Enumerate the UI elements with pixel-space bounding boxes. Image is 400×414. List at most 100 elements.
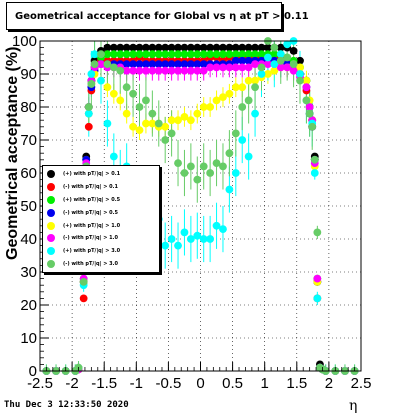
data-point xyxy=(264,43,272,52)
data-point xyxy=(231,56,240,65)
data-point xyxy=(180,228,189,237)
data-point xyxy=(276,56,285,65)
legend-marker xyxy=(47,170,55,179)
data-point xyxy=(257,50,266,59)
x-tick-label: 1 xyxy=(261,375,269,392)
data-point xyxy=(206,235,215,243)
data-point xyxy=(193,109,202,118)
data-point xyxy=(180,113,189,121)
data-point xyxy=(103,60,112,68)
data-point xyxy=(219,43,227,52)
legend-label: (+) with pT/|q| > 3.0 xyxy=(63,248,121,255)
data-point xyxy=(264,60,272,68)
data-point xyxy=(167,116,176,125)
x-tick-label: 1.5 xyxy=(286,375,307,392)
data-point xyxy=(122,83,131,92)
data-point xyxy=(276,50,285,59)
data-point xyxy=(219,63,227,72)
data-point xyxy=(225,50,234,59)
data-point xyxy=(238,136,247,144)
data-point xyxy=(167,60,176,68)
data-point xyxy=(167,129,176,138)
data-point xyxy=(276,63,285,72)
data-point xyxy=(84,109,93,118)
data-point xyxy=(257,43,266,52)
data-point xyxy=(305,103,314,111)
legend-entry: (-) with pT/|q| > 0.5 xyxy=(47,206,159,219)
data-point xyxy=(193,66,202,75)
data-point xyxy=(97,60,105,68)
x-tick-label: -2.5 xyxy=(27,375,53,392)
data-point xyxy=(161,43,170,52)
legend-marker xyxy=(47,259,55,268)
data-point xyxy=(193,231,202,240)
y-tick-label: 10 xyxy=(20,330,37,347)
data-point xyxy=(283,40,292,49)
legend-entry: (+) with pT/|q| > 0.5 xyxy=(47,194,159,207)
data-point xyxy=(148,109,157,118)
data-point xyxy=(161,66,170,75)
data-point xyxy=(206,50,215,59)
data-point xyxy=(238,50,247,59)
data-point xyxy=(251,109,259,118)
data-point xyxy=(212,63,221,72)
data-point xyxy=(116,66,125,75)
data-point xyxy=(148,119,157,128)
data-point xyxy=(154,50,163,59)
data-point xyxy=(135,126,144,134)
data-point xyxy=(142,60,150,68)
data-point xyxy=(129,66,137,75)
data-point xyxy=(251,83,259,92)
data-point xyxy=(109,43,118,52)
data-point xyxy=(174,66,182,75)
data-point xyxy=(251,60,259,68)
data-point xyxy=(122,109,131,118)
legend: (+) with pT/|q| > 0.1 (-) with pT/|q| > 0… xyxy=(42,165,160,273)
data-point xyxy=(90,50,99,59)
data-point xyxy=(199,66,208,75)
data-point xyxy=(180,169,189,177)
data-point xyxy=(154,60,163,68)
data-point xyxy=(199,235,208,243)
legend-label: (+) with pT/|q| > 0.5 xyxy=(63,196,121,203)
data-point xyxy=(116,50,125,59)
data-point xyxy=(129,50,137,59)
data-point xyxy=(103,83,112,92)
timestamp: Thu Dec 3 12:33:50 2020 xyxy=(4,400,129,410)
data-point xyxy=(186,162,195,171)
data-point xyxy=(238,63,247,72)
legend-marker xyxy=(47,208,55,217)
data-point xyxy=(167,66,176,75)
data-point xyxy=(206,103,215,111)
data-point xyxy=(161,50,170,59)
data-point xyxy=(103,50,112,59)
data-point xyxy=(84,122,93,131)
data-point xyxy=(199,43,208,52)
data-point xyxy=(174,159,182,168)
data-point xyxy=(257,63,266,72)
data-point xyxy=(193,43,202,52)
data-point xyxy=(264,53,272,62)
data-point xyxy=(231,50,240,59)
legend-marker xyxy=(47,247,55,256)
data-point xyxy=(310,169,319,177)
data-point xyxy=(161,136,170,144)
data-point xyxy=(302,76,311,85)
data-point xyxy=(161,122,170,131)
data-point xyxy=(186,235,195,243)
legend-entry: (-) with pT/|q| > 0.1 xyxy=(47,181,159,194)
legend-entry: (+) with pT/|q| > 1.0 xyxy=(47,219,159,232)
data-point xyxy=(212,96,221,105)
data-point xyxy=(244,56,253,65)
x-tick-label: 2.5 xyxy=(351,375,372,392)
data-point xyxy=(148,50,157,59)
data-point xyxy=(186,116,195,125)
legend-marker xyxy=(47,195,55,204)
data-point xyxy=(103,43,112,52)
data-point xyxy=(154,119,163,128)
data-point xyxy=(219,93,227,101)
data-point xyxy=(289,60,298,68)
x-tick-label: -0.5 xyxy=(155,375,181,392)
data-point xyxy=(238,43,247,52)
